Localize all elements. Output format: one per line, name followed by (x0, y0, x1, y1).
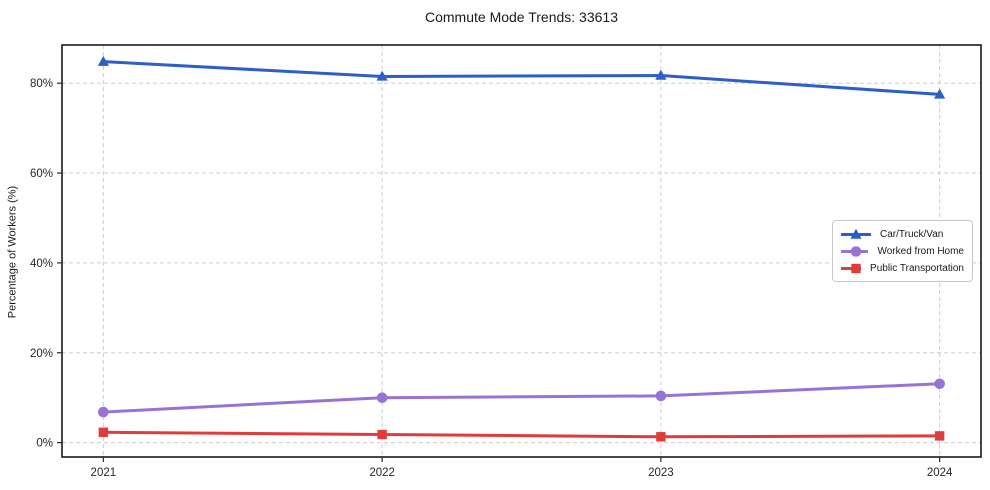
legend-sample-worked-from-home (841, 245, 869, 257)
legend-item-public-transportation: Public Transportation (841, 261, 964, 275)
series-car-truck-van (97, 55, 946, 99)
marker-worked-from-home (934, 378, 945, 390)
legend-item-worked-from-home: Worked from Home (841, 244, 964, 258)
marker-public-transportation (934, 431, 945, 441)
y-tick-label: 40% (30, 258, 53, 270)
y-tick-label: 60% (30, 168, 53, 180)
legend-marker-circle (850, 245, 862, 257)
marker-public-transportation (377, 429, 387, 440)
y-axis-label: Percentage of Workers (%) (6, 185, 19, 319)
marker-public-transportation (98, 427, 109, 437)
marker-worked-from-home (376, 392, 388, 403)
x-tick-label: 2023 (648, 467, 674, 479)
legend-marker-triangle (850, 228, 862, 239)
legend-label: Public Transportation (870, 262, 964, 274)
legend-sample-car-truck-van (841, 228, 871, 239)
series-line-public-transportation (101, 430, 942, 439)
y-tick-label: 0% (36, 438, 53, 450)
marker-car-truck-van (376, 70, 388, 81)
y-tick-label: 80% (30, 78, 53, 90)
x-tick-label: 2021 (91, 467, 117, 479)
legend-sample-public-transportation (841, 263, 862, 273)
marker-worked-from-home (98, 406, 109, 418)
x-tick-label: 2024 (927, 467, 953, 479)
marker-car-truck-van (655, 69, 667, 80)
series-line-worked-from-home (101, 382, 942, 414)
marker-public-transportation (656, 432, 666, 442)
marker-car-truck-van (97, 55, 109, 66)
x-tick-label: 2022 (369, 467, 395, 479)
plot-frame (61, 44, 982, 458)
legend-label: Worked from Home (877, 245, 964, 257)
legend-item-car-truck-van: Car/Truck/Van (841, 227, 964, 241)
marker-car-truck-van (934, 88, 946, 99)
y-tick-label: 20% (30, 348, 53, 360)
legend-label: Car/Truck/Van (880, 228, 944, 240)
marker-worked-from-home (655, 390, 667, 402)
series-worked-from-home (98, 378, 945, 418)
legend-marker-square (851, 263, 861, 273)
series-line-car-truck-van (101, 60, 942, 96)
series-public-transportation (98, 427, 945, 442)
chart-title: Commute Mode Trends: 33613 (425, 9, 618, 25)
legend: Car/Truck/Van Worked from Home Public Tran… (832, 220, 973, 282)
